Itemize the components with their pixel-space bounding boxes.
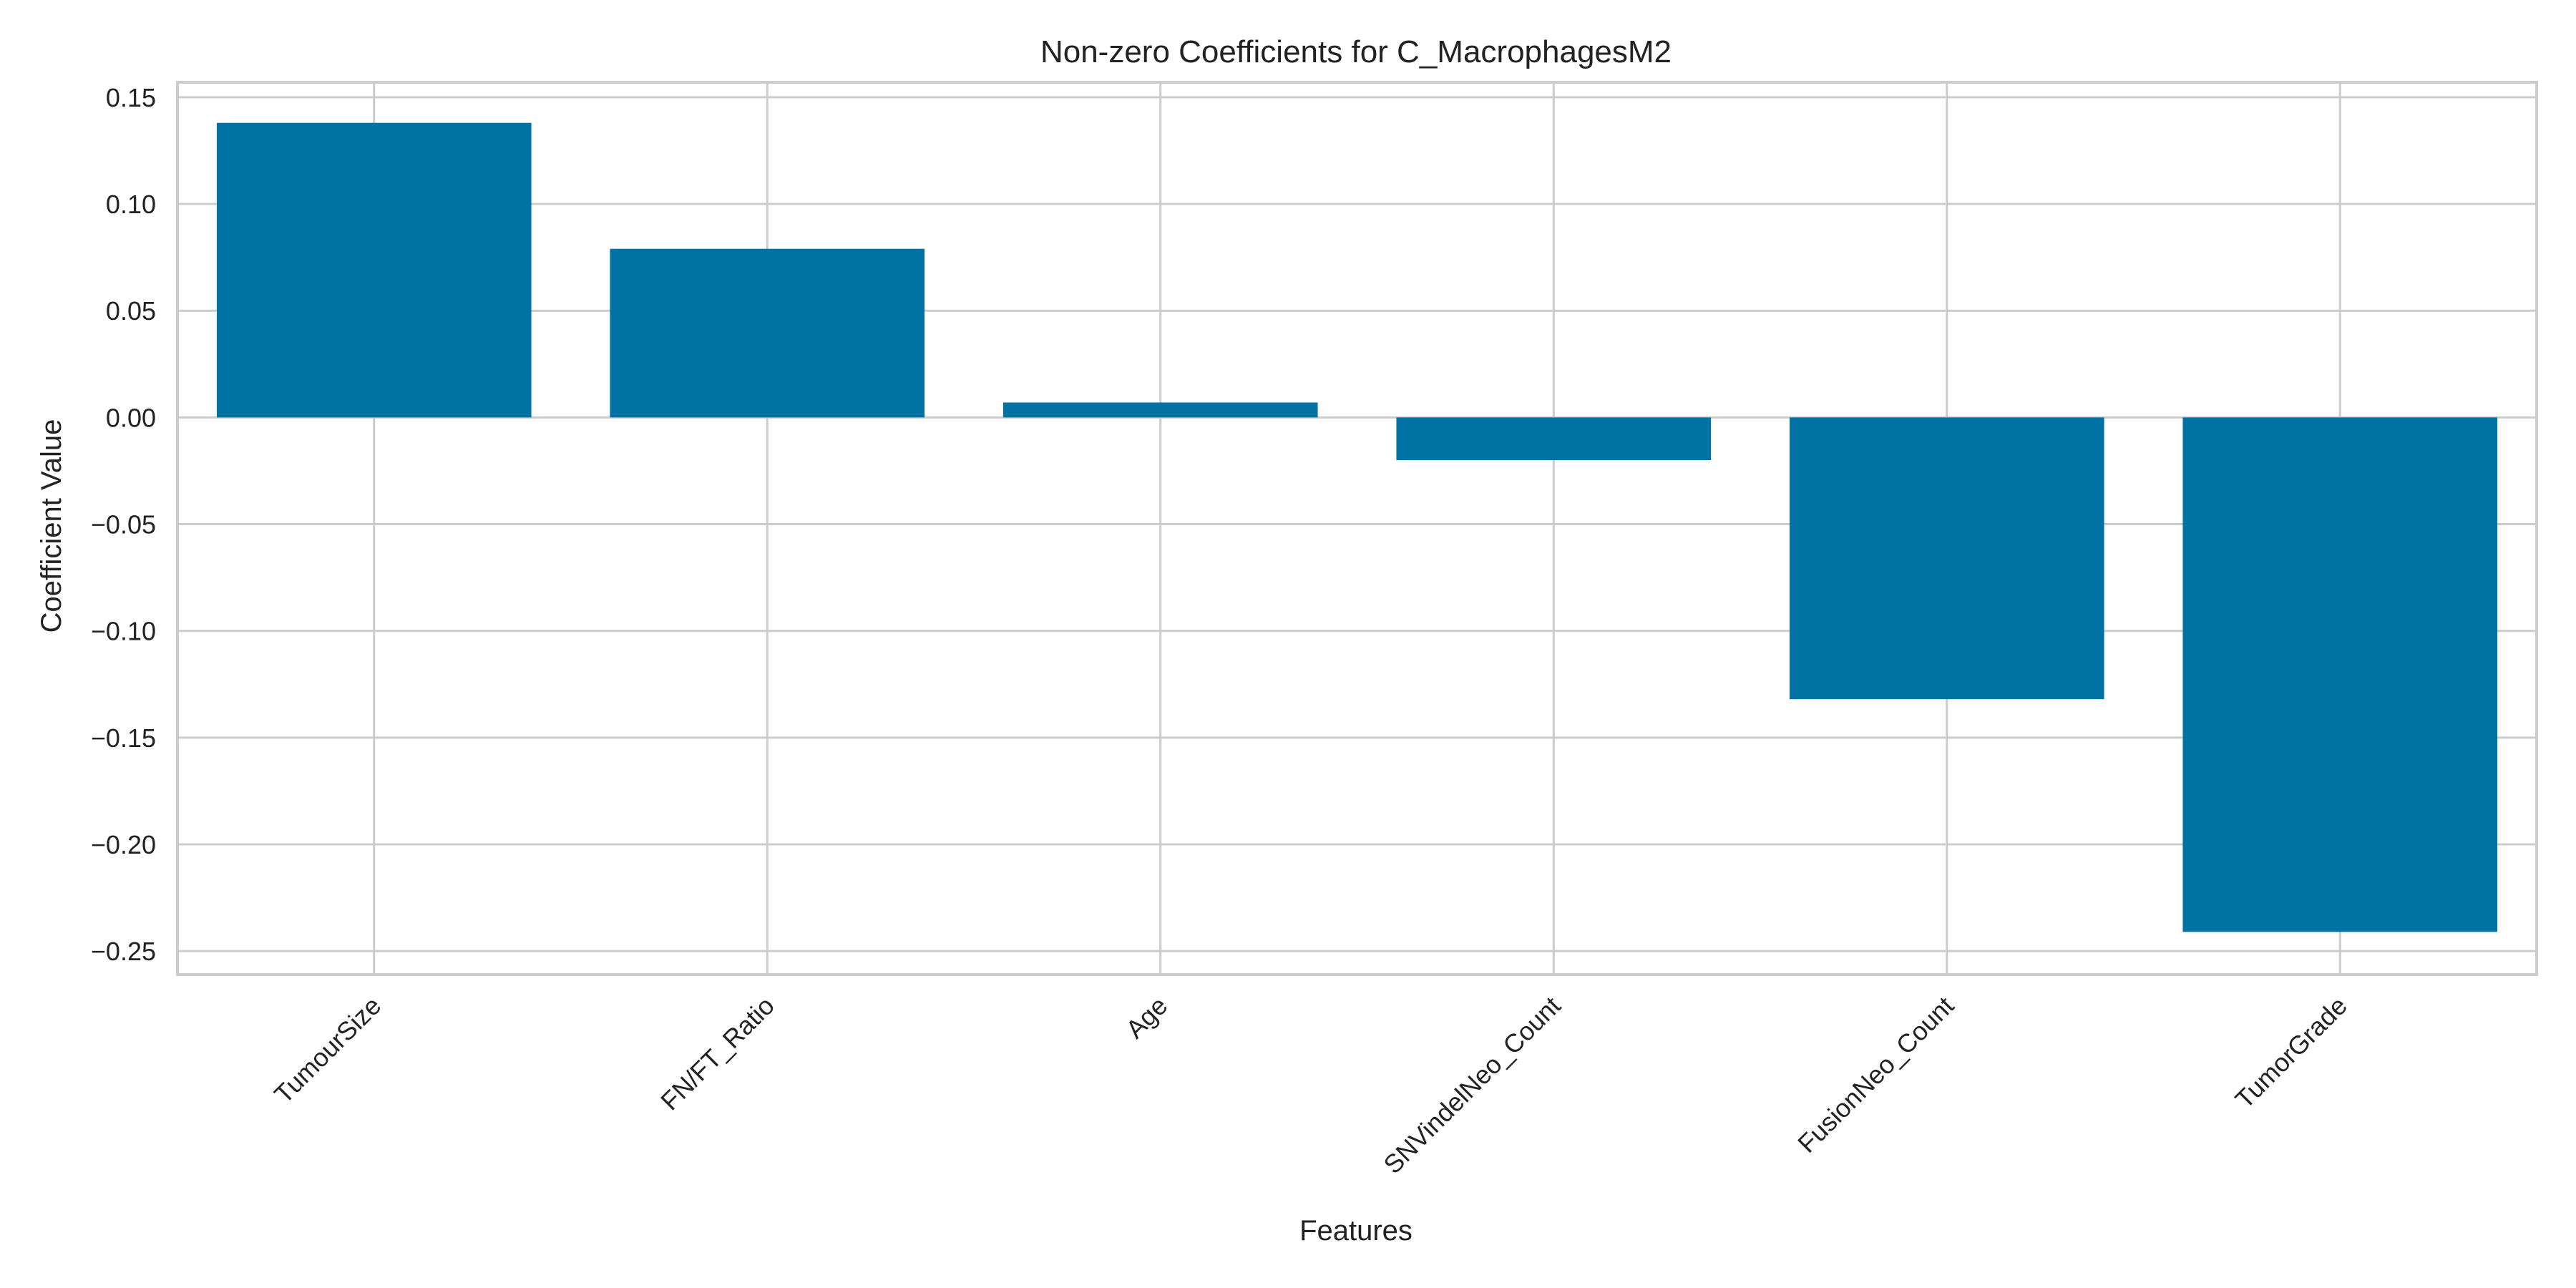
- y-tick-label: −0.10: [91, 617, 156, 646]
- y-tick-label: −0.20: [91, 830, 156, 859]
- x-tick-label: FusionNeo_Count: [1792, 991, 1959, 1158]
- x-axis-ticks: TumourSize FN/FT_Ratio Age SNVindelNeo_Coun…: [268, 991, 2353, 1179]
- y-tick-label: 0.05: [106, 296, 156, 326]
- x-tick-label: TumorGrade: [2230, 991, 2353, 1114]
- y-axis-label: Coefficient Value: [36, 419, 67, 633]
- bar: [1002, 402, 1318, 418]
- chart-title: Non-zero Coefficients for C_MacrophagesM…: [1040, 34, 1672, 69]
- x-tick-label: TumourSize: [268, 991, 386, 1109]
- y-tick-label: 0.10: [106, 190, 156, 219]
- plot-frame: [176, 81, 2538, 976]
- x-axis-label: Features: [1299, 1215, 1413, 1246]
- bar: [610, 248, 925, 418]
- x-tick-label: Age: [1120, 991, 1173, 1044]
- bar: [216, 122, 532, 418]
- bar: [1789, 417, 2104, 700]
- y-tick-label: −0.15: [91, 723, 156, 753]
- x-tick-label: FN/FT_Ratio: [655, 991, 780, 1116]
- y-tick-label: 0.15: [106, 83, 156, 112]
- y-tick-label: 0.00: [106, 403, 156, 432]
- x-tick-label: SNVindelNeo_Count: [1377, 991, 1566, 1179]
- y-tick-label: −0.25: [91, 937, 156, 966]
- bar: [1396, 417, 1712, 461]
- y-tick-label: −0.05: [91, 510, 156, 540]
- bars: [216, 122, 2498, 932]
- bar: [2182, 417, 2498, 932]
- y-axis-ticks: 0.15 0.10 0.05 0.00 −0.05 −0.10 −0.15 −0.20 −0.2…: [91, 83, 156, 966]
